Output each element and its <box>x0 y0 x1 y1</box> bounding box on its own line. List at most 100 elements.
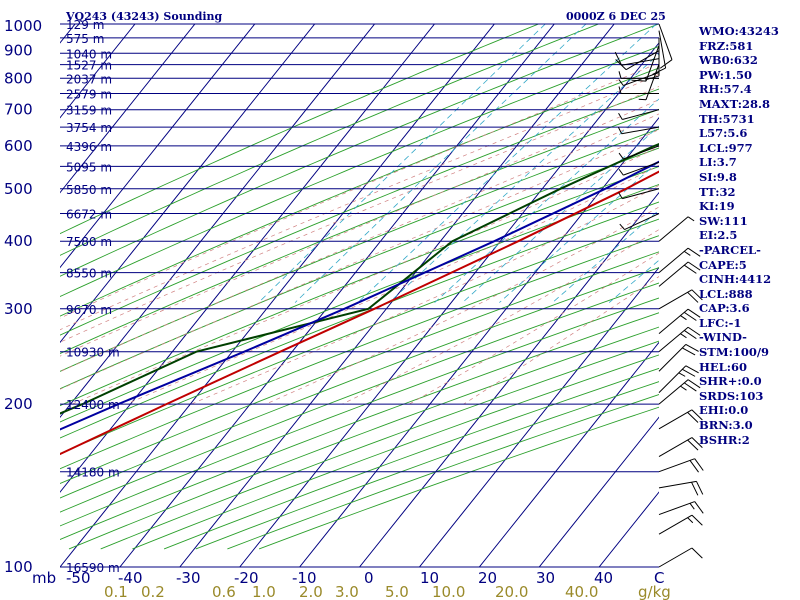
wind-barb-shaft <box>621 58 660 66</box>
wind-barb-shaft <box>658 501 695 516</box>
wind-barb-flag <box>687 261 701 271</box>
wind-barb-shaft <box>658 365 687 393</box>
wind-barb-halfflag <box>683 250 691 256</box>
dry-adiabat <box>68 326 659 550</box>
mixing-ratio-label: 0.2 <box>141 583 165 600</box>
dry-adiabat <box>60 251 659 485</box>
wind-barb-flag <box>683 311 697 321</box>
wind-barb-shaft <box>658 409 693 430</box>
wind-barb-flag <box>683 330 697 340</box>
stat-item: BRN:3.0 <box>699 418 753 433</box>
moist-adiabat <box>60 129 659 390</box>
mixing-ratio-line <box>434 98 659 303</box>
wind-barb <box>614 51 660 66</box>
wind-barb <box>658 547 703 568</box>
wind-barb <box>658 514 703 535</box>
isotherm-line <box>60 24 316 344</box>
stat-item: LCL:977 <box>699 140 753 155</box>
stat-item: SI:9.8 <box>699 169 737 184</box>
height-label: 16590 m <box>66 561 120 575</box>
wind-barb-flag <box>614 51 623 66</box>
wind-barb-halfflag <box>689 502 695 510</box>
dry-adiabat <box>60 312 659 540</box>
wind-barb <box>618 109 660 121</box>
x-axis-label: mb <box>32 569 56 587</box>
height-label: 10930 m <box>66 346 120 360</box>
trace-temperature <box>60 170 659 456</box>
height-label: 8550 m <box>66 267 112 281</box>
wind-barb <box>658 23 673 69</box>
wind-barb-halfflag <box>687 216 695 222</box>
wind-barb-flag <box>687 439 699 451</box>
isotherm-line <box>119 24 555 567</box>
dry-adiabat <box>60 24 659 277</box>
stat-item: WMO:43243 <box>699 24 779 38</box>
stat-item: CAPE:5 <box>699 257 747 272</box>
height-label: 129 m <box>66 18 104 32</box>
wind-barb-shaft <box>645 63 660 100</box>
stat-item: KI:19 <box>699 199 735 214</box>
dry-adiabat <box>60 183 659 423</box>
stat-item: TH:5731 <box>699 111 755 126</box>
wind-barb-flag <box>687 291 699 303</box>
wind-barb-flag <box>689 460 699 473</box>
wind-barb-flag <box>683 382 697 392</box>
wind-barb-halfflag <box>617 126 623 134</box>
wind-barb-halfflag <box>687 517 694 524</box>
wind-barb-flag <box>683 264 697 274</box>
dry-adiabat <box>60 24 599 256</box>
wind-barb-halfflag <box>618 152 624 160</box>
moist-adiabat <box>60 99 659 357</box>
wind-barb <box>618 71 659 79</box>
wind-barb-shaft <box>623 161 660 176</box>
wind-barb <box>658 437 703 457</box>
trace-parcel <box>60 160 659 431</box>
dry-adiabat-lines <box>60 24 659 550</box>
wind-barb-halfflag <box>618 168 624 176</box>
wind-barb <box>658 247 701 273</box>
dry-adiabat <box>60 218 659 455</box>
stat-item: TT:32 <box>699 184 736 199</box>
height-label: 5850 m <box>66 183 112 197</box>
isotherm-lines <box>60 24 659 567</box>
isotherm-line <box>419 266 659 567</box>
moist-adiabat <box>409 252 659 405</box>
x-tick-label: 20 <box>478 569 497 587</box>
wind-barb-flag <box>687 308 701 318</box>
isotherm-line <box>60 24 136 119</box>
stat-item: STM:100/9 <box>699 345 770 360</box>
wind-barb-flag <box>695 481 704 495</box>
isotherm-line <box>60 24 256 269</box>
height-label: 3159 m <box>66 104 112 118</box>
isotherm-line <box>299 116 659 567</box>
pressure-tick-label: 500 <box>4 180 33 198</box>
x-tick-label: 0 <box>364 569 374 587</box>
height-label: 3754 m <box>66 121 112 135</box>
height-label: 9670 m <box>66 303 112 317</box>
pressure-tick-label: 900 <box>4 42 33 60</box>
wind-barb-flag <box>659 59 673 69</box>
wind-barb-shaft <box>623 145 660 160</box>
dry-adiabat <box>60 267 659 499</box>
stat-item: L57:5.6 <box>699 126 748 141</box>
mixing-ratio-label: 40.0 <box>565 583 598 600</box>
wind-barb-flag <box>694 458 704 471</box>
x-tick-label: -10 <box>292 569 317 587</box>
stat-item: BSHR:2 <box>699 432 750 447</box>
pressure-tick-label: 200 <box>4 395 33 413</box>
stat-item: MAXT:28.8 <box>699 96 770 111</box>
mixing-ratio-label: 10.0 <box>432 583 465 600</box>
moist-adiabat <box>191 184 659 405</box>
wind-barb-flag <box>691 409 703 421</box>
height-label: 2579 m <box>66 88 112 102</box>
stat-item: EI:2.5 <box>699 228 738 243</box>
wind-barb <box>658 216 695 242</box>
wind-barb-halfflag <box>678 372 686 377</box>
dry-adiabat <box>60 147 659 390</box>
x-tick-label: -50 <box>66 569 91 587</box>
wind-barb-shaft <box>658 261 689 287</box>
wind-barb <box>658 501 704 516</box>
wind-barb-shaft <box>658 308 689 334</box>
wind-barb-flag <box>691 437 703 449</box>
